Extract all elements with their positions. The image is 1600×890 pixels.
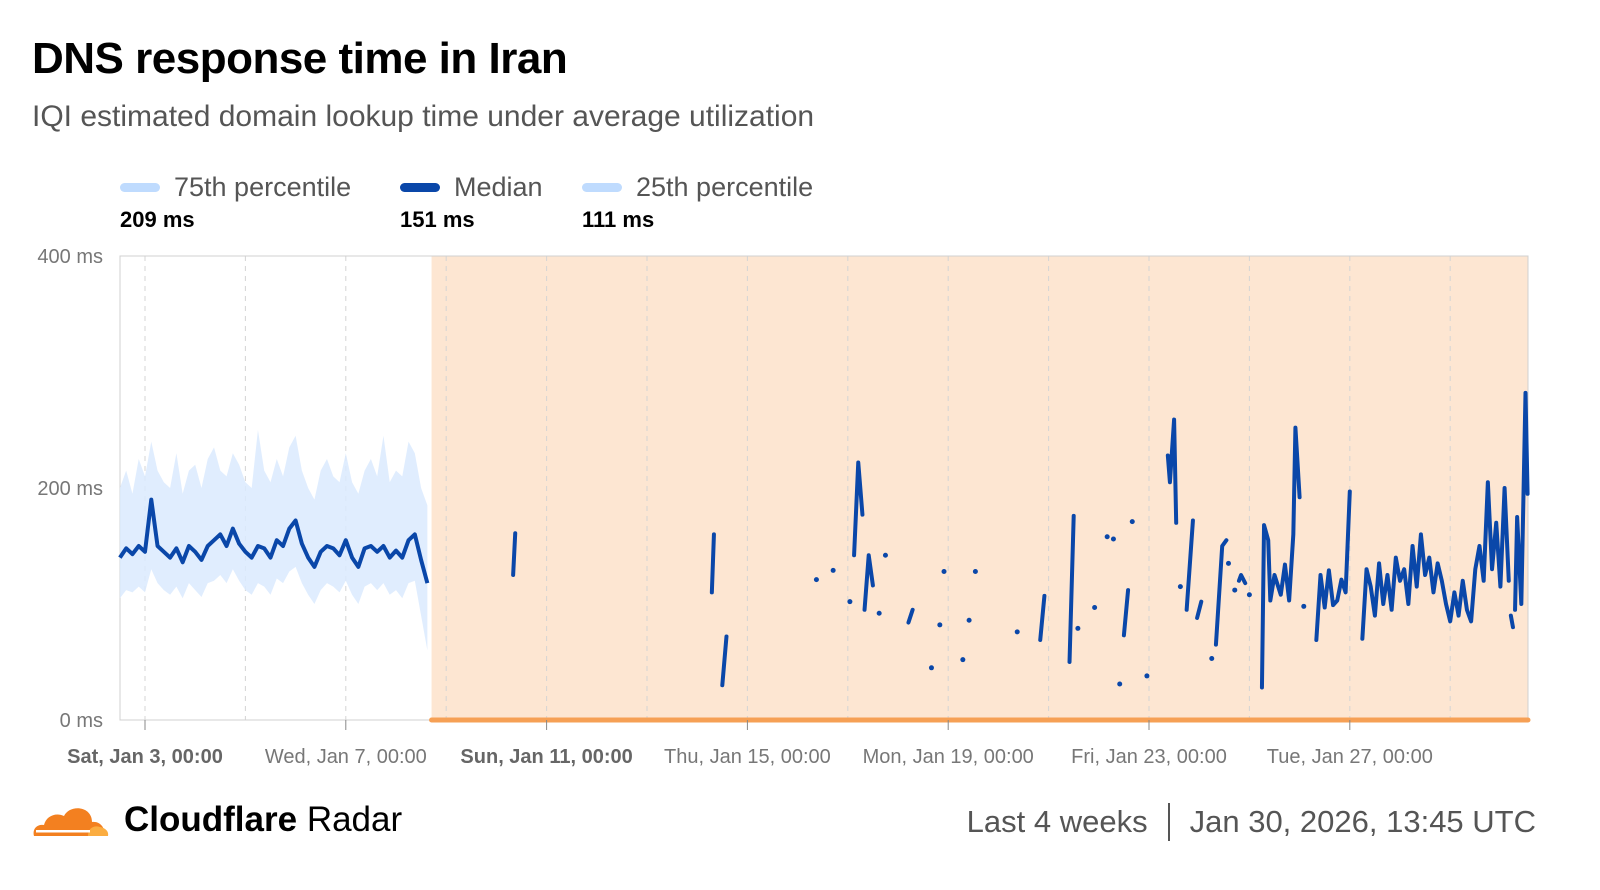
legend-value: 209 ms (120, 207, 195, 232)
median-point (876, 610, 882, 616)
median-point (972, 569, 978, 575)
median-point (960, 657, 966, 663)
cloudflare-cloud-icon (33, 808, 109, 836)
y-tick-label: 400 ms (37, 246, 103, 268)
median-segment (1195, 599, 1204, 620)
x-tick-label: Fri, Jan 23, 00:00 (1071, 746, 1227, 768)
median-point (830, 567, 836, 573)
median-segment (1508, 613, 1515, 630)
divider (1167, 803, 1170, 841)
median-point (928, 665, 934, 671)
median-segment (1165, 417, 1179, 525)
median-point (1075, 625, 1081, 631)
x-tick-label: Mon, Jan 19, 00:00 (863, 746, 1034, 768)
median-segment (1121, 588, 1131, 638)
median-point (941, 569, 947, 575)
median-point (1144, 673, 1150, 679)
page-title: DNS response time in Iran (32, 34, 568, 83)
median-point (847, 599, 853, 605)
median-point (1209, 656, 1215, 662)
median-segment (906, 607, 915, 625)
median-point (1104, 534, 1110, 540)
x-tick-label: Sun, Jan 11, 00:00 (460, 746, 632, 768)
median-point (966, 617, 972, 623)
legend-value: 151 ms (400, 207, 475, 232)
legend-value: 111 ms (582, 207, 655, 232)
median-segment (709, 532, 716, 595)
median-segment (1360, 480, 1511, 641)
legend-label: Median (454, 172, 543, 202)
legend-swatch (400, 183, 440, 192)
legend-swatch (120, 183, 160, 192)
legend-label: 25th percentile (636, 172, 814, 202)
legend-label: 75th percentile (174, 172, 352, 202)
legend-p25[interactable]: 25th percentile 111 ms (582, 172, 813, 233)
x-tick-label: Tue, Jan 27, 00:00 (1267, 746, 1433, 768)
median-point (1177, 584, 1183, 590)
legend-swatch (582, 183, 622, 192)
median-segment (1038, 593, 1047, 642)
median-point (1092, 604, 1098, 610)
median-segment (511, 531, 518, 577)
median-line (118, 497, 430, 584)
median-point (1117, 681, 1123, 687)
median-point (1225, 560, 1231, 566)
median-segment (1213, 538, 1229, 647)
legend-p75[interactable]: 75th percentile 209 ms (120, 172, 351, 233)
median-segment (1184, 518, 1195, 612)
x-tick-label: Wed, Jan 7, 00:00 (265, 746, 427, 768)
cloudflare-radar-logo[interactable]: Cloudflare Radar (30, 800, 402, 840)
median-point (1129, 519, 1135, 525)
x-tick-label: Thu, Jan 15, 00:00 (664, 746, 831, 768)
median-segment (1513, 390, 1530, 612)
median-point (813, 577, 819, 583)
median-segment (1067, 513, 1076, 664)
median-point (1014, 629, 1020, 635)
median-segment (862, 553, 875, 612)
median-point (1232, 587, 1238, 593)
median-point (1301, 603, 1307, 609)
time-range: Last 4 weeks (966, 804, 1148, 839)
median-point (1110, 536, 1116, 542)
y-tick-label: 200 ms (37, 478, 103, 500)
timestamp: Jan 30, 2026, 13:45 UTC (1189, 804, 1536, 839)
median-point (937, 622, 943, 628)
page-subtitle: IQI estimated domain lookup time under a… (32, 100, 815, 133)
percentile-band (119, 430, 428, 651)
footer-meta: Last 4 weeks Jan 30, 2026, 13:45 UTC (967, 803, 1536, 841)
median-segment (720, 634, 729, 688)
y-tick-label: 0 ms (60, 710, 103, 732)
median-segment (1314, 489, 1352, 642)
median-segment (1236, 573, 1248, 586)
brand-product: Radar (306, 800, 403, 839)
median-segment (852, 460, 865, 558)
median-segment (1259, 425, 1302, 690)
median-point (882, 552, 888, 558)
median-point (1246, 592, 1252, 598)
x-tick-label: Sat, Jan 3, 00:00 (67, 746, 223, 768)
brand-name: Cloudflare (124, 800, 298, 839)
highlight-region (431, 256, 1528, 720)
legend-median[interactable]: Median 151 ms (400, 172, 543, 233)
